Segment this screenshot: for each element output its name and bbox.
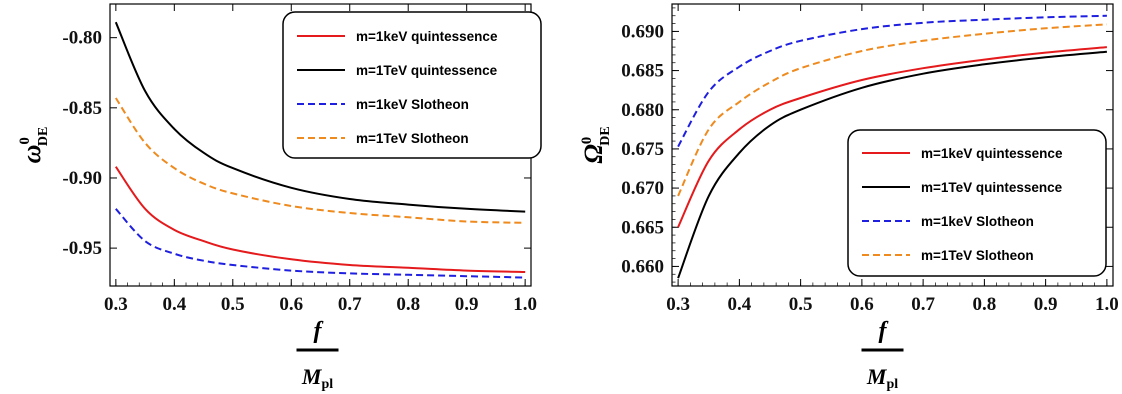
y-label-sup: 0 [17, 137, 33, 145]
series-line-4 [677, 23, 1107, 197]
legend-box [847, 129, 1107, 277]
y-label-base: Ω [579, 144, 608, 163]
x-tick-label: 0.8 [973, 294, 997, 315]
legend-label-1: m=1keV quintessence [921, 146, 1063, 161]
legend-label-4: m=1TeV Slotheon [356, 131, 469, 146]
x-tick-label: 0.5 [221, 294, 245, 315]
x-tick-label: 0.8 [396, 294, 420, 315]
legend-label-2: m=1TeV quintessence [356, 63, 498, 78]
y-tick-label: -0.80 [62, 28, 102, 49]
series-line-2 [677, 50, 1107, 279]
chart-panel-1: 0.3 0.4 0.5 0.6 0.7 0.8 0.9 1.0 -0.80 -0.85 -0.90 -… [17, 3, 542, 392]
y-tick-label: 0.680 [621, 100, 664, 121]
y-tick-label: 0.665 [621, 217, 664, 238]
series-line-4 [114, 97, 526, 224]
y-axis-label: Ω0 DE [579, 126, 613, 163]
series-group [114, 21, 526, 279]
x-tick-label: 1.0 [1095, 294, 1119, 315]
y-tick-label: 0.685 [621, 61, 664, 82]
x-label-denominator-base: M [301, 364, 323, 389]
y-label-base: ω [17, 145, 46, 164]
y-tick-label: 0.690 [621, 21, 664, 42]
x-tick-label: 0.9 [455, 294, 479, 315]
legend: m=1keV quintessence m=1TeV quintessence m=… [282, 11, 542, 159]
x-label-denominator-sub: pl [886, 377, 898, 392]
y-label-sub: DE [598, 126, 613, 145]
x-tick-label: 0.7 [911, 294, 935, 315]
y-label-text: Ω0 DE [579, 126, 613, 163]
y-label-sup: 0 [579, 137, 595, 145]
series-line-1 [677, 46, 1107, 228]
x-tick-label: 0.6 [279, 294, 303, 315]
x-tick-label: 0.5 [789, 294, 813, 315]
x-label-denominator: Mpl [301, 364, 333, 392]
x-tick-label: 0.9 [1034, 294, 1058, 315]
x-tick-label: 0.4 [162, 294, 186, 315]
y-tick-label: -0.90 [62, 168, 102, 189]
plot-frame [671, 3, 1114, 287]
legend-label-3: m=1keV Slotheon [921, 214, 1034, 229]
series-group [677, 14, 1107, 279]
y-label-sub: DE [36, 127, 51, 146]
x-label-denominator-sub: pl [321, 377, 333, 392]
x-label-numerator: f [314, 318, 324, 344]
legend-label-4: m=1TeV Slotheon [921, 248, 1034, 263]
y-tick-label: -0.95 [62, 238, 102, 259]
x-tick-label: 0.6 [850, 294, 874, 315]
x-tick-label: 0.4 [728, 294, 752, 315]
series-line-1 [114, 166, 526, 273]
x-tick-label: 0.3 [104, 294, 128, 315]
chart-panel-2: 0.3 0.4 0.5 0.6 0.7 0.8 0.9 1.0 0.660 0.665 0.670 0… [579, 3, 1119, 392]
y-tick-label: 0.675 [621, 139, 664, 160]
y-tick-label: 0.670 [621, 178, 664, 199]
legend-label-3: m=1keV Slotheon [356, 97, 469, 112]
x-tick-label: 0.3 [666, 294, 690, 315]
series-line-2 [114, 21, 526, 213]
legend: m=1keV quintessence m=1TeV quintessence m=… [847, 129, 1107, 277]
x-label-numerator: f [879, 318, 889, 344]
legend-box [282, 11, 542, 159]
y-axis-label: ω0 DE [17, 127, 51, 164]
y-label-text: ω0 DE [17, 127, 51, 164]
x-tick-label: 0.7 [338, 294, 362, 315]
legend-label-1: m=1keV quintessence [356, 29, 498, 44]
y-tick-label: 0.660 [621, 256, 664, 277]
x-label-denominator: Mpl [866, 364, 898, 392]
series-line-3 [115, 208, 526, 279]
y-tick-label: -0.85 [62, 98, 102, 119]
x-tick-label: 1.0 [513, 294, 537, 315]
x-label-denominator-base: M [866, 364, 888, 389]
legend-label-2: m=1TeV quintessence [921, 180, 1063, 195]
series-line-3 [677, 14, 1107, 148]
